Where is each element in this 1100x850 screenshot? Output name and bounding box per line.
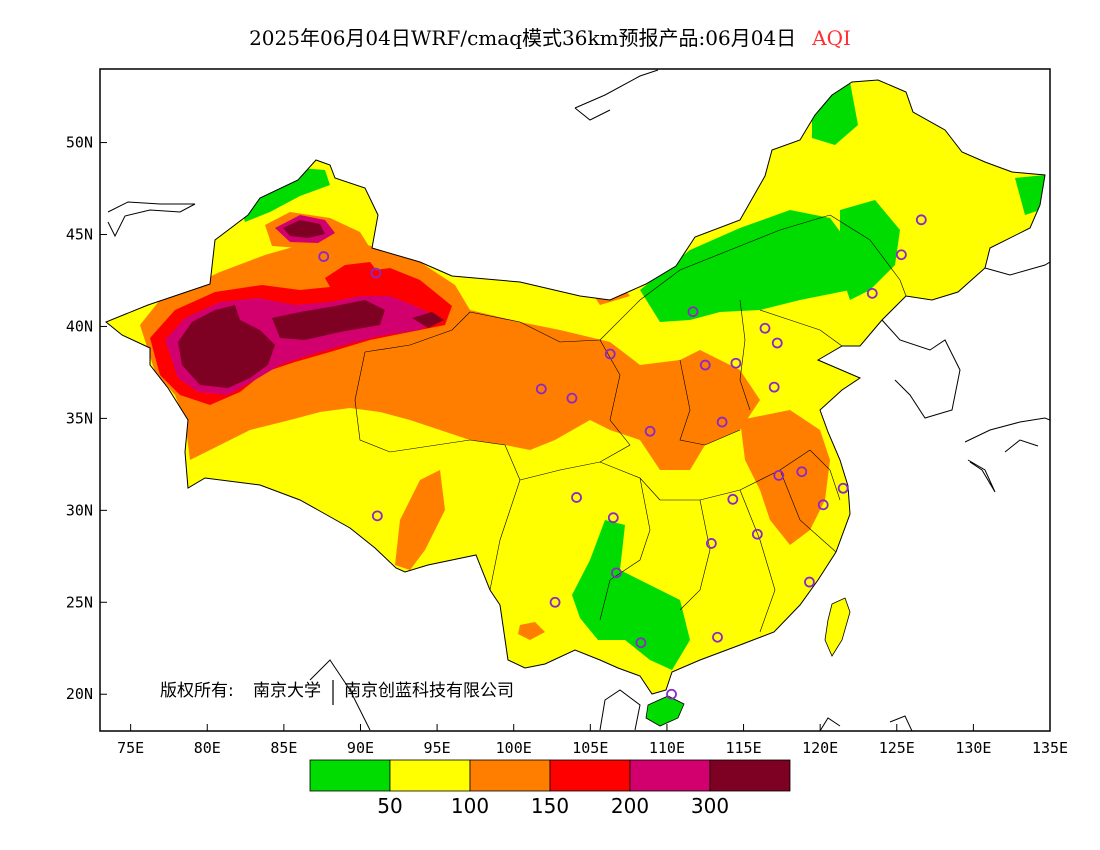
lon-tick-label-135E: 135E: [1032, 739, 1068, 757]
aqi-colorbar: 50 100 150 200 300: [309, 759, 791, 818]
province-boundaries: [354, 214, 907, 633]
title-text: 2025年06月04日WRF/cmaq模式36km预报产品:06月04日: [249, 26, 797, 50]
lon-tick-label-85E: 85E: [270, 739, 297, 757]
lat-tick-label-50N: 50N: [66, 134, 93, 152]
city-marker-22: [607, 512, 619, 524]
colorbar-swatch-3: [549, 759, 631, 792]
copyright-prefix: 版权所有:: [160, 681, 234, 701]
aqi-unhealthy-patch-turpan: [325, 262, 380, 296]
lat-tick-label-25N: 25N: [66, 593, 93, 611]
aqi-good-area-north: [640, 210, 850, 322]
city-marker-28: [666, 688, 677, 700]
taiwan-island: [824, 597, 851, 657]
city-marker-27: [804, 576, 815, 588]
aqi-good-area-altai: [240, 168, 330, 222]
city-marker-20: [705, 538, 717, 549]
city-marker-12: [644, 425, 656, 437]
city-marker-21: [571, 492, 582, 503]
colorbar-swatch-2: [469, 759, 551, 792]
city-marker-18: [727, 493, 739, 505]
aqi-hazardous-patch-north: [283, 220, 325, 238]
city-marker-31: [370, 267, 382, 279]
lon-tick-label-90E: 90E: [347, 739, 374, 757]
city-marker-11: [566, 392, 578, 404]
city-marker-14: [773, 469, 785, 481]
lon-tick-label-115E: 115E: [725, 739, 761, 757]
city-marker-9: [604, 348, 616, 360]
lon-tick-label-75E: 75E: [117, 739, 144, 757]
city-marker-0: [915, 214, 927, 226]
lon-tick-label-105E: 105E: [572, 739, 608, 757]
city-marker-4: [759, 322, 771, 334]
lon-tick-label-130E: 130E: [955, 739, 991, 757]
copyright-org-nju: 南京大学: [253, 681, 321, 701]
city-marker-7: [730, 357, 742, 369]
china-border: [105, 79, 1046, 695]
colorbar-swatch-5: [709, 759, 791, 792]
title-variable: AQI: [812, 26, 851, 50]
aqi-hazardous-patch-east: [412, 312, 444, 328]
map-axes: 75E 80E 85E 90E 95E 100E 105E 110E 115E 120E 125E 1…: [66, 134, 1068, 757]
aqi-hazardous-area-east-tarim: [272, 300, 385, 340]
colorbar-label-200: 200: [611, 794, 649, 818]
city-marker-23: [610, 567, 622, 579]
city-marker-16: [837, 482, 849, 494]
city-marker-10: [535, 383, 547, 395]
city-marker-17: [817, 499, 829, 511]
colorbar-label-300: 300: [691, 794, 729, 818]
city-marker-13: [716, 416, 728, 428]
map-title: 2025年06月04日WRF/cmaq模式36km预报产品:06月04日 AQI: [0, 22, 1100, 51]
city-marker-6: [699, 359, 711, 371]
city-marker-15: [796, 466, 808, 478]
lat-tick-label-35N: 35N: [66, 409, 93, 427]
aqi-good-area-northeast: [840, 200, 900, 300]
colorbar-label-50: 50: [377, 794, 402, 818]
city-marker-2: [866, 287, 878, 299]
city-marker-30: [318, 251, 330, 262]
neighbor-coastlines: [107, 69, 1050, 731]
colorbar-swatch-0: [309, 759, 391, 792]
lon-tick-label-80E: 80E: [194, 739, 221, 757]
lon-tick-label-100E: 100E: [496, 739, 532, 757]
aqi-good-area-southwest: [572, 520, 690, 670]
colorbar-label-150: 150: [531, 794, 569, 818]
lon-tick-label-95E: 95E: [424, 739, 451, 757]
city-marker-24: [549, 596, 561, 608]
city-markers: [318, 214, 927, 700]
lon-tick-label-125E: 125E: [879, 739, 915, 757]
lat-tick-label-45N: 45N: [66, 226, 93, 244]
aqi-good-area-east: [1015, 175, 1045, 215]
copyright-org-chuanglan: 南京创蓝科技有限公司: [344, 681, 514, 701]
colorbar-label-100: 100: [451, 794, 489, 818]
colorbar-swatch-4: [629, 759, 711, 792]
city-marker-19: [751, 528, 763, 540]
city-marker-3: [687, 306, 699, 318]
lon-tick-label-120E: 120E: [802, 739, 838, 757]
city-marker-8: [768, 381, 780, 393]
lat-tick-label-20N: 20N: [66, 685, 93, 703]
aqi-usg-area-tibet-south: [395, 470, 445, 570]
city-marker-29: [371, 510, 383, 522]
city-marker-25: [635, 637, 647, 649]
aqi-usg-area-east: [740, 410, 830, 545]
lat-tick-label-40N: 40N: [66, 317, 93, 335]
lat-tick-label-30N: 30N: [66, 501, 93, 519]
city-marker-5: [771, 337, 783, 349]
aqi-usg-patch: [518, 622, 545, 640]
city-marker-1: [895, 249, 907, 261]
city-marker-26: [712, 631, 723, 643]
colorbar-swatch-1: [389, 759, 471, 792]
aqi-hazardous-area-tarim: [178, 305, 275, 388]
lon-tick-label-110E: 110E: [649, 739, 685, 757]
